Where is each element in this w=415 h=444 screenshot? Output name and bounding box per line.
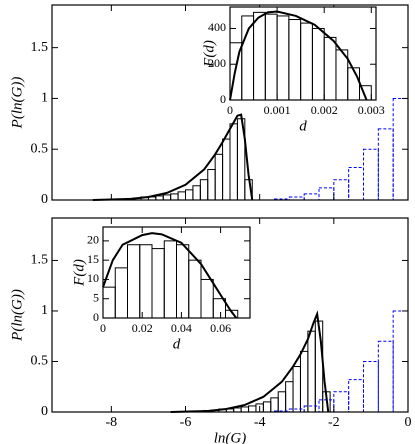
y-axis-label: F(d) <box>201 40 217 68</box>
y-tick-label: 10 <box>87 271 99 285</box>
y-tick-label: 1.5 <box>31 253 49 268</box>
x-tick-label: 0.02 <box>132 321 153 335</box>
bar <box>303 193 320 201</box>
plot-background <box>230 7 376 100</box>
fit-curve <box>92 113 254 201</box>
x-tick-label: 0.04 <box>171 321 192 335</box>
y-tick-label: 1 <box>41 303 48 318</box>
panel: 0 0.001 0.002 0.003 0 200 400 d F(d) <box>201 6 385 134</box>
plot-frame <box>51 217 409 413</box>
x-tick-label: 0 <box>227 103 233 117</box>
y-tick-label: 0.5 <box>31 354 49 369</box>
y-tick-label: 1.5 <box>31 40 49 55</box>
x-tick-label: 0.003 <box>358 103 385 117</box>
y-tick-label: 1 <box>41 91 48 106</box>
x-tick-label: 0 <box>405 415 412 430</box>
plot-frame <box>51 4 409 201</box>
y-tick-label: 0 <box>41 192 48 207</box>
y-tick-label: 0 <box>93 310 99 324</box>
plot-frame <box>102 226 251 319</box>
x-tick-label: 0.001 <box>264 103 291 117</box>
x-tick-label: 0.06 <box>210 321 231 335</box>
fit-curve <box>170 310 330 413</box>
y-axis-label: P(ln(G)) <box>9 289 25 342</box>
plot-frame <box>229 6 377 101</box>
x-axis-label: d <box>173 336 181 352</box>
x-tick-label: 0 <box>100 321 106 335</box>
x-tick-label: -4 <box>254 415 266 430</box>
x-tick-label: -8 <box>105 415 117 430</box>
panel: 0 0.02 0.04 0.06 0 5 10 15 20 d F(d) <box>71 226 251 352</box>
y-tick-label: 0 <box>41 404 48 419</box>
y-tick-label: 200 <box>208 56 226 70</box>
fit-curve <box>102 232 238 319</box>
y-tick-label: 20 <box>87 233 99 247</box>
y-tick-label: 15 <box>87 252 99 266</box>
y-tick-label: 0.5 <box>31 141 49 156</box>
x-tick-label: 0.002 <box>311 103 338 117</box>
y-tick-label: 5 <box>93 290 99 304</box>
x-axis-label: d <box>299 118 307 134</box>
x-axis-label: ln(G) <box>214 430 247 444</box>
y-axis-label: P(ln(G)) <box>9 77 25 130</box>
bar <box>303 405 320 413</box>
y-tick-label: 400 <box>208 20 226 34</box>
x-tick-label: -6 <box>180 415 192 430</box>
y-tick-label: 0 <box>220 92 226 106</box>
x-tick-label: -2 <box>328 415 340 430</box>
y-axis-label: F(d) <box>71 259 87 287</box>
